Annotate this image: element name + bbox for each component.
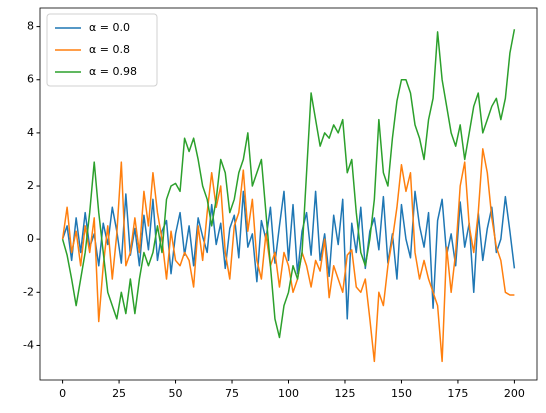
y-tick-label: 0 bbox=[27, 232, 34, 245]
x-tick-label: 125 bbox=[334, 387, 355, 400]
series-line bbox=[61, 148, 515, 363]
legend-box bbox=[46, 13, 158, 87]
legend-label: α = 0.0 bbox=[89, 21, 130, 34]
x-tick-label: 175 bbox=[447, 387, 468, 400]
legend-label: α = 0.98 bbox=[89, 65, 137, 78]
y-tick-label: 2 bbox=[27, 179, 34, 192]
legend-label: α = 0.8 bbox=[89, 43, 130, 56]
series-line bbox=[61, 190, 516, 320]
y-tick-label: 4 bbox=[27, 126, 34, 139]
plot-frame bbox=[39, 7, 538, 381]
y-tick-label: -4 bbox=[23, 338, 34, 351]
x-tick-label: 0 bbox=[59, 387, 66, 400]
x-tick-label: 150 bbox=[391, 387, 412, 400]
x-tick-label: 50 bbox=[169, 387, 183, 400]
y-tick-label: 8 bbox=[27, 20, 34, 33]
x-tick-label: 25 bbox=[112, 387, 126, 400]
series-line bbox=[61, 29, 516, 339]
y-tick-label: -2 bbox=[23, 285, 34, 298]
x-tick-label: 75 bbox=[225, 387, 239, 400]
y-tick-label: 6 bbox=[27, 73, 34, 86]
x-tick-label: 200 bbox=[504, 387, 525, 400]
x-tick-label: 100 bbox=[278, 387, 299, 400]
